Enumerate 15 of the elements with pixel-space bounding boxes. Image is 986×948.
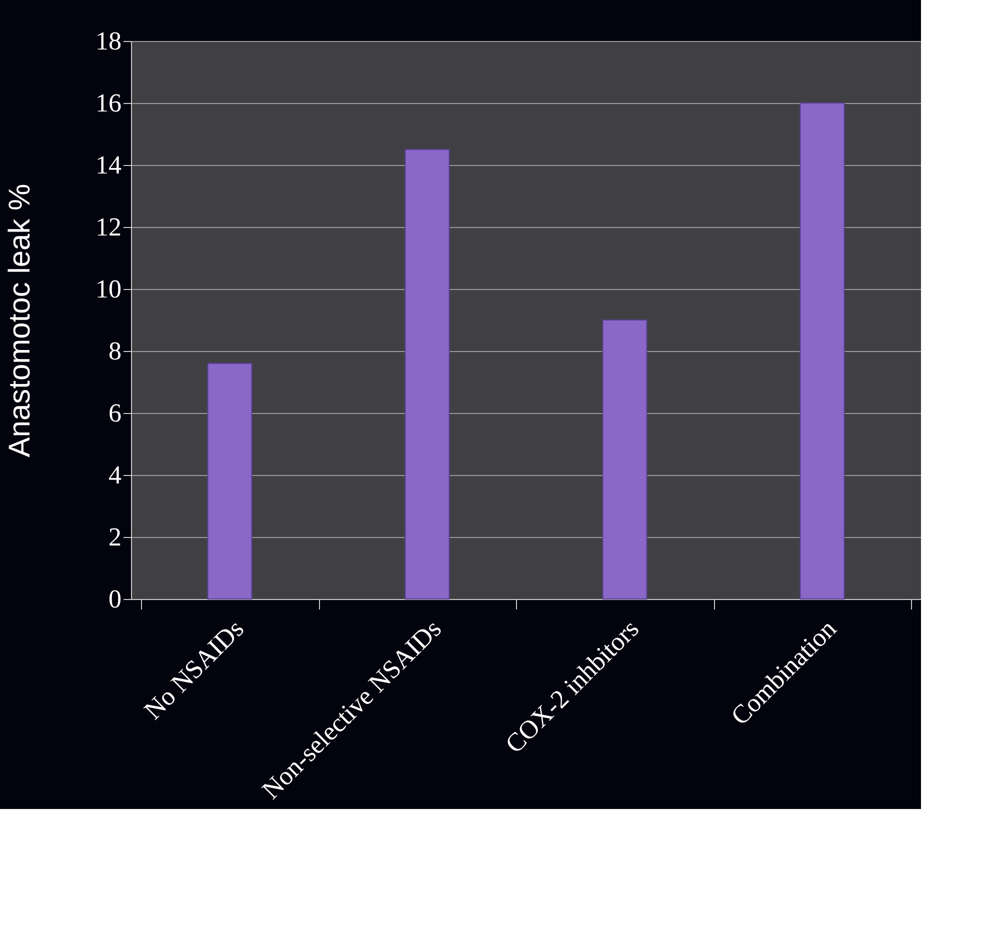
y-tick-label: 18 bbox=[96, 26, 122, 56]
y-tick-label: 16 bbox=[96, 88, 122, 118]
y-tick-label: 10 bbox=[96, 274, 122, 304]
bar bbox=[207, 362, 252, 600]
y-tick-label: 6 bbox=[108, 398, 122, 428]
y-tick-label: 8 bbox=[108, 336, 122, 366]
y-tick-label: 14 bbox=[96, 150, 122, 180]
bar bbox=[404, 149, 450, 600]
y-tick-label: 2 bbox=[108, 522, 122, 552]
y-tick-label: 0 bbox=[108, 584, 122, 614]
y-axis-title: Anastomotoc leak % bbox=[4, 184, 36, 458]
y-tick-label: 4 bbox=[108, 460, 122, 490]
y-tick-label: 12 bbox=[96, 212, 122, 242]
bar bbox=[800, 102, 845, 600]
bar bbox=[602, 320, 648, 600]
